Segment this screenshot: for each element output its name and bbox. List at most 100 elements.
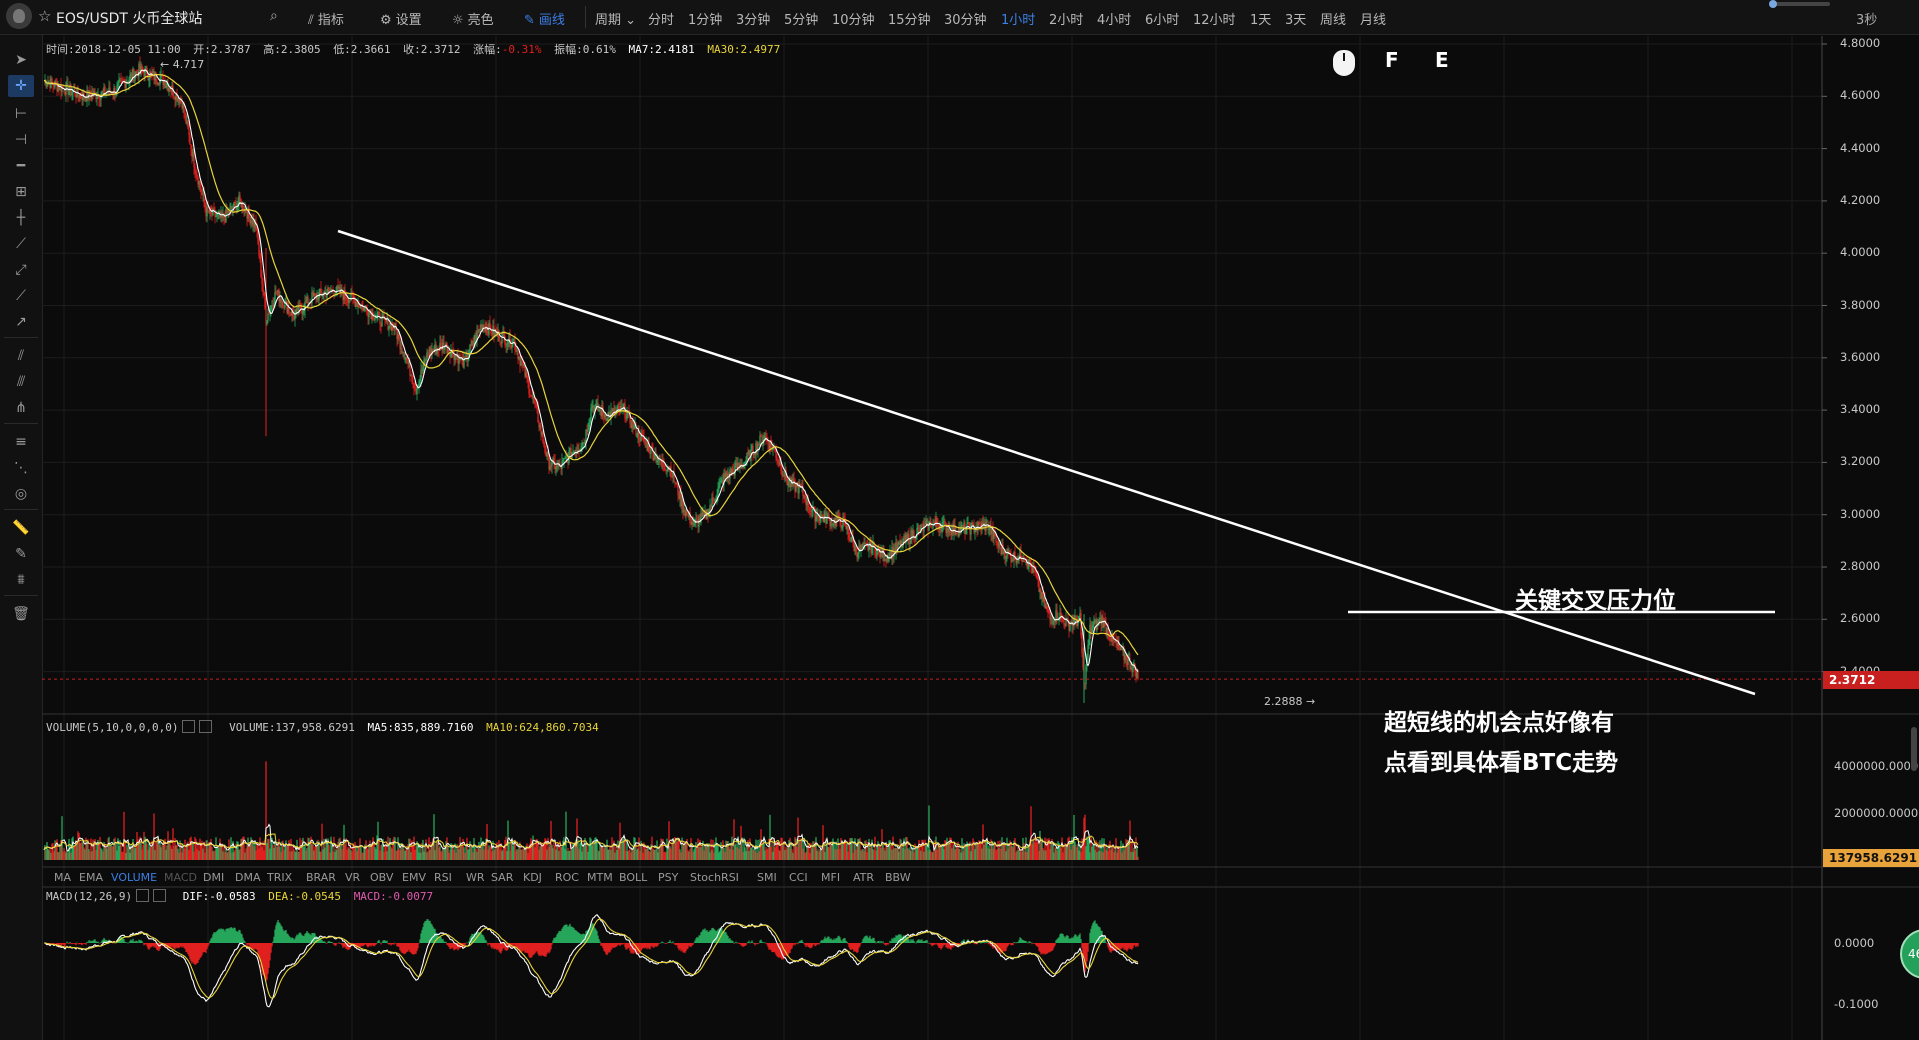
settings-button[interactable]: ⚙ 设置 <box>380 9 422 28</box>
zoom-slider-track[interactable] <box>1774 2 1830 6</box>
macd-histogram-bar <box>827 936 829 943</box>
pattern-icon[interactable]: ⩩ <box>17 572 25 588</box>
volume-bar <box>948 843 950 860</box>
indicator-tab-macd[interactable]: MACD <box>164 871 197 884</box>
indicator-tab-mtm[interactable]: MTM <box>587 871 613 884</box>
indicator-tab-smi[interactable]: SMI <box>757 871 777 884</box>
symbol-title[interactable]: EOS/USDT 火币全球站 <box>56 11 203 27</box>
indicator-tab-boll[interactable]: BOLL <box>619 871 648 884</box>
trend-line-icon[interactable]: ⟋ <box>16 236 26 252</box>
indicator-tab-psy[interactable]: PSY <box>658 871 679 884</box>
trash-icon[interactable]: 🗑 <box>12 606 30 622</box>
indicator-tab-dma[interactable]: DMA <box>235 871 261 884</box>
period-item[interactable]: 6小时 <box>1145 13 1180 28</box>
indicator-tab-kdj[interactable]: KDJ <box>523 871 542 884</box>
horizontal-segment-icon[interactable]: ⊢ <box>14 106 28 122</box>
period-item[interactable]: 10分钟 <box>832 13 875 28</box>
indicator-tab-ema[interactable]: EMA <box>79 871 103 884</box>
macd-histogram-bar <box>495 943 497 949</box>
period-item[interactable]: 12小时 <box>1193 13 1236 28</box>
period-item[interactable]: 1天 <box>1250 13 1272 28</box>
period-item[interactable]: 周线 <box>1320 13 1347 28</box>
period-item[interactable]: 5分钟 <box>784 13 819 28</box>
volume-bar <box>84 849 86 860</box>
indicators-button[interactable]: ⫽ 指标 <box>308 9 344 28</box>
draw-line-button[interactable]: ✎ 画线 <box>524 9 565 28</box>
horizontal-line-icon[interactable]: ━ <box>16 158 26 174</box>
period-item[interactable]: 2小时 <box>1049 13 1084 28</box>
period-item[interactable]: 1分钟 <box>688 13 723 28</box>
indicator-tab-emv[interactable]: EMV <box>402 871 426 884</box>
volume-bar <box>334 851 336 860</box>
light-theme-button[interactable]: ☼ 亮色 <box>452 9 494 28</box>
cursor-arrow-icon[interactable]: ➤ <box>15 52 27 68</box>
candle-body <box>422 367 424 372</box>
macd-histogram-bar <box>415 943 417 954</box>
indicator-settings-icon[interactable] <box>136 889 150 902</box>
candle-body <box>267 313 269 321</box>
pitchfork-icon[interactable]: ⋔ <box>15 400 27 416</box>
indicator-close-icon[interactable] <box>199 720 213 733</box>
pane-scrollbar[interactable] <box>1911 727 1917 771</box>
indicator-settings-icon[interactable] <box>182 720 196 733</box>
macd-histogram-bar <box>651 943 653 946</box>
indicator-tab-bbw[interactable]: BBW <box>885 871 911 884</box>
volume-bar <box>237 841 239 860</box>
candle-body <box>483 325 485 327</box>
zoom-slider-handle[interactable] <box>1769 0 1777 8</box>
indicator-tab-volume[interactable]: VOLUME <box>111 871 158 884</box>
period-item[interactable]: 月线 <box>1360 13 1387 28</box>
indicator-tab-wr[interactable]: WR <box>466 871 485 884</box>
candle-body <box>277 289 279 294</box>
vertical-line-icon[interactable]: ┼ <box>16 210 26 226</box>
indicator-tab-trix[interactable]: TRIX <box>267 871 293 884</box>
indicator-close-icon[interactable] <box>153 889 167 902</box>
fibonacci-fan-icon[interactable]: ⋱ <box>14 460 28 476</box>
volume-bar <box>77 831 79 860</box>
indicator-tab-brar[interactable]: BRAR <box>306 871 336 884</box>
macd-histogram-bar <box>493 943 495 950</box>
indicator-tab-obv[interactable]: OBV <box>370 871 394 884</box>
candle-body <box>403 352 405 359</box>
period-item[interactable]: 15分钟 <box>888 13 931 28</box>
period-item[interactable]: 4小时 <box>1097 13 1132 28</box>
candle-body <box>356 302 358 307</box>
crosshair-icon[interactable]: ✛ <box>8 75 34 97</box>
extended-line-icon[interactable]: ⟋ <box>16 288 26 304</box>
candle-body <box>761 436 763 445</box>
indicator-tab-rsi[interactable]: RSI <box>434 871 452 884</box>
indicator-tab-atr[interactable]: ATR <box>853 871 875 884</box>
ruler-icon[interactable]: 📏 <box>12 520 30 536</box>
indicator-tab-dmi[interactable]: DMI <box>203 871 225 884</box>
period-item-active[interactable]: 1小时 <box>1001 13 1036 28</box>
indicator-tab-stochrsi[interactable]: StochRSI <box>690 871 739 884</box>
arrow-line-icon[interactable]: ↗ <box>15 314 27 330</box>
price-range-icon[interactable]: ⊞ <box>15 184 27 200</box>
fibonacci-retracement-icon[interactable]: ≡ <box>15 434 27 450</box>
favorite-star-icon[interactable]: ☆ <box>38 7 52 25</box>
indicator-tab-cci[interactable]: CCI <box>789 871 808 884</box>
horizontal-ray-icon[interactable]: ⊣ <box>14 132 28 148</box>
period-item[interactable]: 分时 <box>648 13 675 28</box>
indicator-tab-sar[interactable]: SAR <box>491 871 514 884</box>
regression-channel-icon[interactable]: ⫻ <box>16 374 26 390</box>
period-dropdown[interactable]: 周期 ⌄ <box>595 9 636 28</box>
indicator-tab-ma[interactable]: MA <box>54 871 72 884</box>
period-item[interactable]: 30分钟 <box>944 13 987 28</box>
trend-ray-icon[interactable]: ⤢ <box>15 262 27 278</box>
macd-histogram-bar <box>548 943 550 954</box>
parallel-channel-icon[interactable]: ⫽ <box>17 348 25 364</box>
indicator-tab-vr[interactable]: VR <box>345 871 361 884</box>
indicator-tab-mfi[interactable]: MFI <box>821 871 841 884</box>
brush-icon[interactable]: ✎ <box>15 546 27 562</box>
period-item[interactable]: 3天 <box>1285 13 1307 28</box>
period-item[interactable]: 3分钟 <box>736 13 771 28</box>
fibonacci-spiral-icon[interactable]: ◎ <box>14 486 28 502</box>
indicator-tab-roc[interactable]: ROC <box>555 871 579 884</box>
volume-bar <box>621 838 623 860</box>
macd-histogram-bar <box>987 943 989 944</box>
candle-body <box>238 195 240 204</box>
macd-histogram-bar <box>1107 943 1109 948</box>
search-icon[interactable]: ⌕ <box>270 8 278 24</box>
